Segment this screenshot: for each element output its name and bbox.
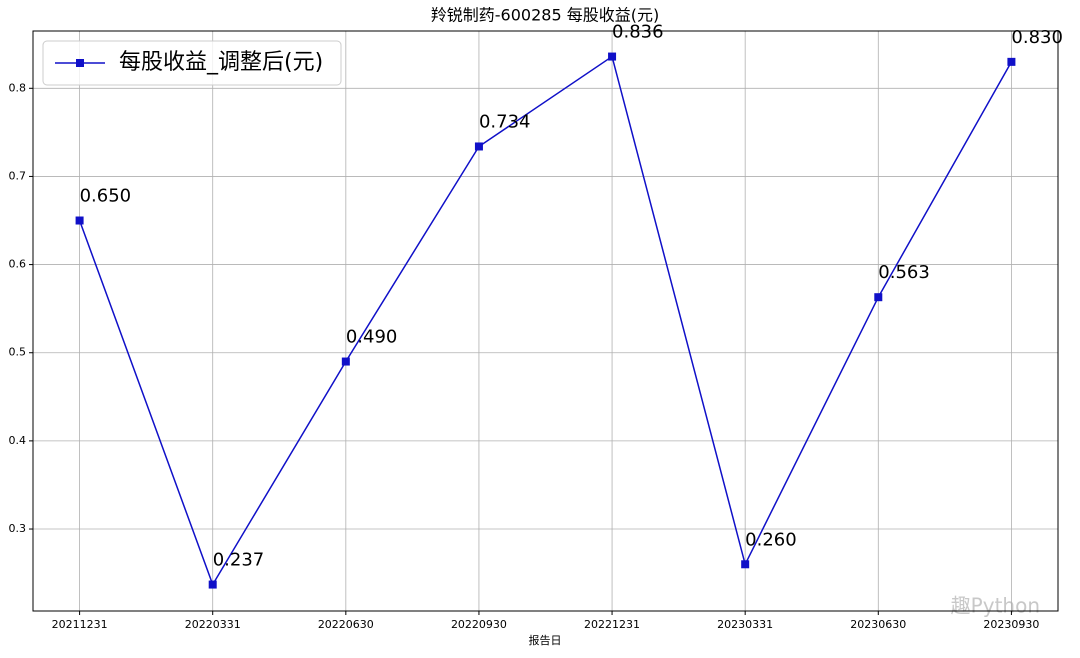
data-label: 0.490 xyxy=(346,327,398,348)
marker xyxy=(341,357,350,366)
y-tick-label: 0.8 xyxy=(9,81,27,94)
x-tick-label: 20221231 xyxy=(584,618,640,631)
x-tick-label: 20230930 xyxy=(983,618,1039,631)
data-label: 0.260 xyxy=(745,529,797,550)
marker xyxy=(1007,57,1016,66)
legend-marker xyxy=(76,59,84,67)
data-label: 0.237 xyxy=(213,550,265,571)
x-axis-label: 报告日 xyxy=(529,633,562,647)
y-tick-label: 0.6 xyxy=(9,258,27,271)
marker xyxy=(608,52,617,61)
data-label: 0.734 xyxy=(479,111,531,132)
y-tick-label: 0.3 xyxy=(9,522,27,535)
legend-box xyxy=(42,40,342,86)
marker xyxy=(874,293,883,302)
series-line xyxy=(78,55,1013,587)
x-tick-label: 20220331 xyxy=(185,618,241,631)
x-tick-label: 20230630 xyxy=(850,618,906,631)
x-tick-label: 20220930 xyxy=(451,618,507,631)
y-tick-label: 0.4 xyxy=(9,434,27,447)
chart-title: 羚锐制药-600285 每股收益(元) xyxy=(431,6,659,25)
y-tick-label: 0.5 xyxy=(9,346,27,359)
y-tick-label: 0.7 xyxy=(9,169,27,182)
x-tick-label: 20220630 xyxy=(318,618,374,631)
legend-label: 每股收益_调整后(元) xyxy=(119,50,323,75)
marker xyxy=(75,216,84,225)
watermark: 趣Python xyxy=(951,594,1040,618)
plot-frame xyxy=(32,30,1059,612)
data-label: 0.650 xyxy=(80,186,132,207)
data-label: 0.563 xyxy=(878,262,930,283)
x-tick-label: 20211231 xyxy=(52,618,108,631)
data-label: 0.836 xyxy=(612,22,664,43)
marker xyxy=(474,142,483,151)
data-label: 0.830 xyxy=(1011,27,1063,48)
marker xyxy=(741,560,750,569)
x-tick-label: 20230331 xyxy=(717,618,773,631)
marker xyxy=(208,580,217,589)
